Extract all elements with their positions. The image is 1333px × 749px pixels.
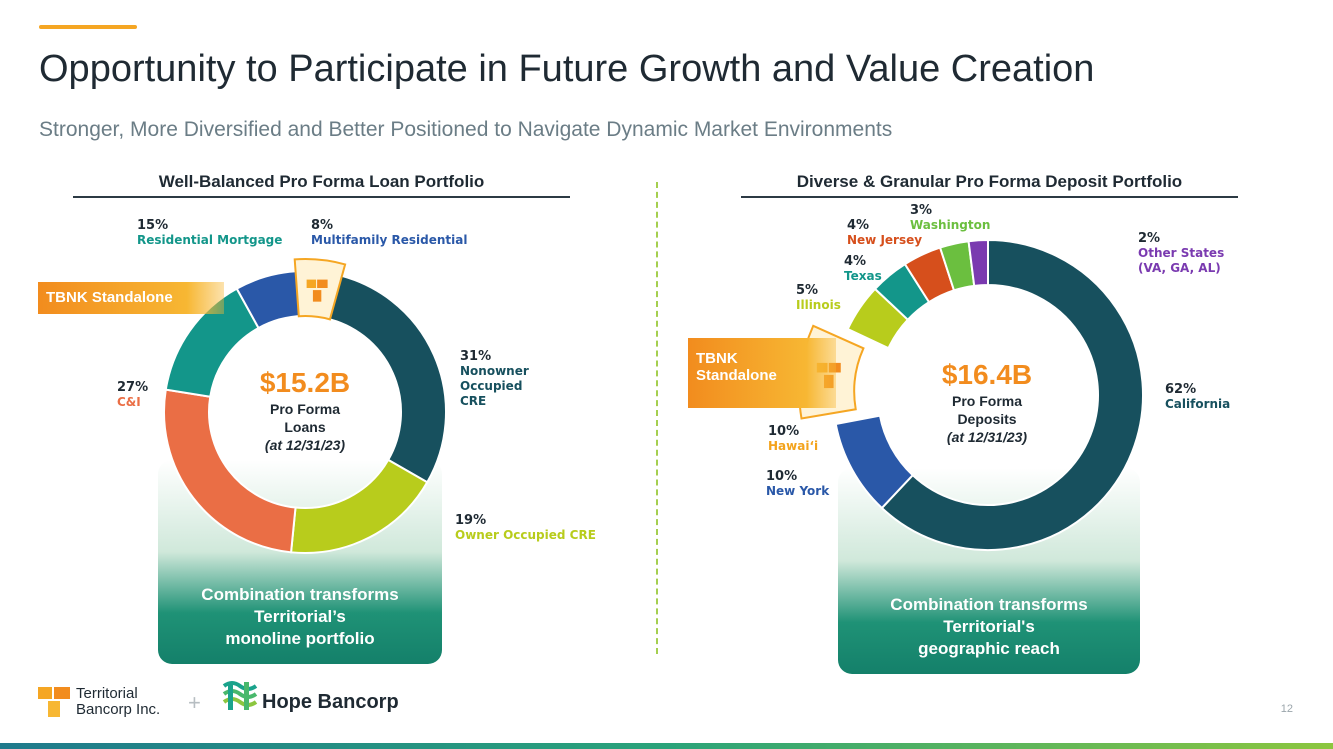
deposit-slice-7 (967, 238, 989, 287)
deposit-label-pct: 3% (910, 203, 933, 218)
deposit-panel-line-3: geographic reach (918, 639, 1060, 658)
deposit-center-line-1: Pro Forma (951, 393, 1022, 409)
deposit-label-name: Illinois (796, 298, 841, 312)
deposit-center-line-2: Deposits (957, 411, 1017, 427)
loan-label-name: Nonowner Occupied CRE (460, 364, 529, 408)
deposit-label-hawaii: 10% Hawai‘i (768, 424, 818, 454)
deposit-tbnk-tag: TBNK Standalone (688, 338, 836, 408)
page-subtitle: Stronger, More Diversified and Better Po… (39, 118, 893, 141)
deposit-panel-line-1: Combination transforms (890, 595, 1088, 614)
deposit-label-name: Washington (910, 218, 991, 232)
loan-tbnk-tag: TBNK Standalone (38, 282, 224, 314)
deposit-tag-line-1: TBNK (696, 350, 738, 367)
loan-label-pct: 19% (455, 513, 487, 528)
deposit-slice-1 (834, 414, 915, 510)
loan-center-date: (at 12/31/23) (264, 437, 346, 453)
loan-label-residential-mortgage: 15% Residential Mortgage (137, 218, 282, 248)
deposit-center-text: $16.4B Pro Forma Deposits (at 12/31/23) (912, 358, 1062, 446)
deposit-label-other-states: 2% Other States (VA, GA, AL) (1138, 231, 1238, 276)
deposit-label-texas: 4% Texas (844, 254, 882, 284)
loan-center-line-2: Loans (284, 419, 326, 435)
logo-plus: + (188, 690, 201, 715)
loan-label-name: Owner Occupied CRE (455, 528, 596, 542)
deposit-total-amount: $16.4B (941, 359, 1033, 390)
deposit-tag-line-2: Standalone (696, 367, 777, 384)
loan-label-pct: 15% (137, 218, 169, 233)
hope-bancorp-logo-icon (222, 681, 258, 710)
deposit-label-pct: 62% (1165, 382, 1197, 397)
deposit-label-california: 62% California (1165, 382, 1230, 412)
territorial-logo-line-1: Territorial (76, 685, 138, 702)
loan-label-name: Residential Mortgage (137, 233, 283, 247)
page-title: Opportunity to Participate in Future Gro… (39, 48, 1095, 90)
deposit-label-pct: 4% (847, 218, 870, 233)
loan-panel-line-1: Combination transforms (201, 585, 399, 604)
deposit-label-new-york: 10% New York (766, 469, 829, 499)
loan-label-pct: 8% (311, 218, 334, 233)
loan-section-heading: Well-Balanced Pro Forma Loan Portfolio (73, 172, 570, 198)
loan-label-multifamily: 8% Multifamily Residential (311, 218, 467, 248)
deposit-label-name: Hawai‘i (768, 439, 819, 453)
column-divider (656, 182, 658, 654)
loan-label-owner-cre: 19% Owner Occupied CRE (455, 513, 596, 543)
deposit-panel-line-2: Territorial's (943, 617, 1035, 636)
deposit-label-new-jersey: 4% New Jersey (847, 218, 922, 248)
deposit-label-name: California (1165, 397, 1231, 411)
deposit-slice-0 (880, 238, 1144, 551)
hope-bancorp-logo-text: Hope Bancorp (262, 691, 399, 713)
deposit-label-washington: 3% Washington (910, 203, 990, 233)
deposit-section-heading: Diverse & Granular Pro Forma Deposit Por… (741, 172, 1238, 198)
page-number: 12 (1280, 703, 1293, 715)
loan-center-text: $15.2B Pro Forma Loans (at 12/31/23) (230, 366, 380, 454)
loan-label-pct: 31% (460, 349, 492, 364)
territorial-logo-text: Territorial Bancorp Inc. (76, 686, 160, 718)
deposit-center-date: (at 12/31/23) (946, 429, 1028, 445)
loan-label-name: C&I (117, 395, 141, 409)
territorial-logo-icon (38, 687, 70, 717)
loan-label-nonowner-cre: 31% Nonowner Occupied CRE (460, 349, 540, 409)
loan-panel-line-2: Territorial’s (254, 607, 346, 626)
territorial-logo-line-2: Bancorp Inc. (76, 701, 161, 718)
deposit-label-pct: 5% (796, 283, 819, 298)
footer-color-bar (0, 743, 1333, 749)
loan-label-name: Multifamily Residential (311, 233, 468, 247)
loan-panel-line-3: monoline portfolio (225, 629, 375, 648)
deposit-label-pct: 2% (1138, 231, 1161, 246)
deposit-label-name: New York (766, 484, 830, 498)
deposit-label-pct: 4% (844, 254, 867, 269)
loan-center-line-1: Pro Forma (269, 401, 340, 417)
deposit-label-pct: 10% (768, 424, 800, 439)
loan-label-ci: 27% C&I (117, 380, 148, 410)
loan-tbnk-slice (293, 258, 347, 321)
deposit-label-name: New Jersey (847, 233, 923, 247)
deposit-label-pct: 10% (766, 469, 798, 484)
title-accent-bar (39, 25, 137, 29)
loan-label-pct: 27% (117, 380, 149, 395)
loan-tbnk-icon (306, 279, 328, 302)
loan-total-amount: $15.2B (259, 367, 351, 398)
deposit-label-illinois: 5% Illinois (796, 283, 841, 313)
deposit-label-name: Texas (844, 269, 882, 283)
deposit-label-name: Other States (VA, GA, AL) (1138, 246, 1225, 275)
